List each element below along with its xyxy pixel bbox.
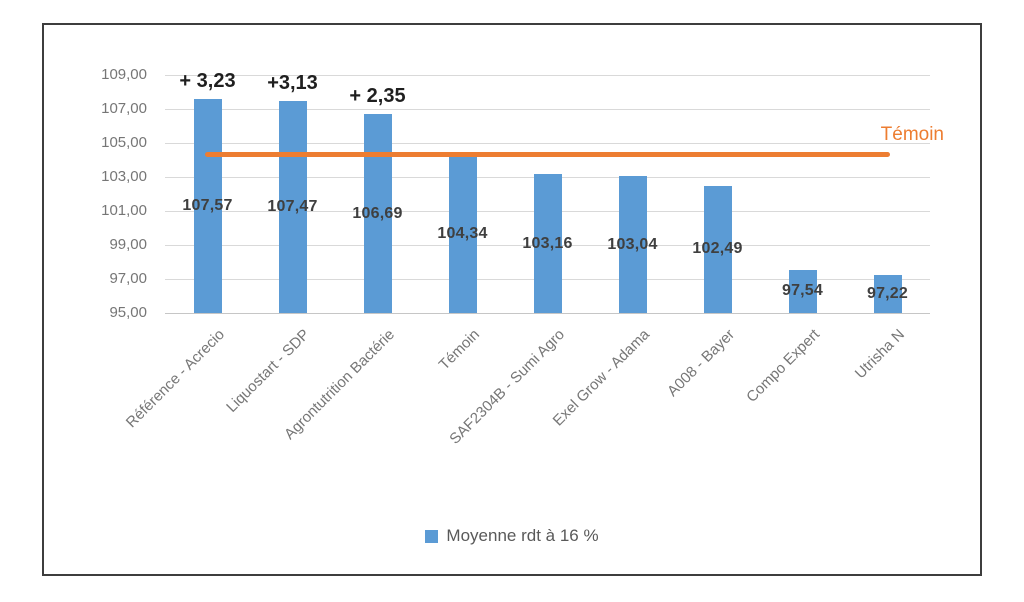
bar <box>873 275 902 313</box>
reference-line <box>205 151 890 157</box>
bar-value-label: 103,04 <box>607 235 658 253</box>
x-category-label: Compo Expert <box>742 326 823 406</box>
bar-annotation: +3,13 <box>267 72 318 94</box>
legend: Moyenne rdt à 16 % <box>44 527 980 545</box>
gridline <box>165 75 930 76</box>
bar-value-label: 102,49 <box>692 240 743 258</box>
bar <box>788 269 817 313</box>
x-category-label: Liquostart - SDP <box>222 326 313 416</box>
bar <box>363 114 392 313</box>
x-category-label: Agrontutrition Bactérie <box>280 326 398 443</box>
y-axis-tick-label: 97,00 <box>109 270 147 287</box>
bar-value-label: 97,22 <box>866 285 909 303</box>
y-axis-tick-label: 99,00 <box>109 236 147 253</box>
bar <box>278 101 307 313</box>
bar-value-label: 106,69 <box>352 204 403 222</box>
x-category-label: A008 - Bayer <box>663 326 738 400</box>
x-category-label: Exel Grow - Adama <box>549 326 653 430</box>
x-category-label: Référence - Acrecio <box>122 326 228 432</box>
bar-value-label: 104,34 <box>437 224 488 242</box>
bar <box>448 154 477 313</box>
y-axis-tick-label: 103,00 <box>101 168 147 185</box>
bar-annotation: + 3,23 <box>179 70 236 93</box>
legend-swatch-icon <box>425 529 439 543</box>
y-axis-tick-label: 107,00 <box>101 100 147 117</box>
bar-annotation: + 2,35 <box>349 85 406 108</box>
bar-value-label: 107,47 <box>267 198 318 215</box>
bar <box>618 176 647 313</box>
gridline <box>165 313 930 314</box>
y-axis-tick-label: 101,00 <box>101 202 147 219</box>
reference-line-label: Témoin <box>880 124 944 145</box>
y-axis-tick-label: 95,00 <box>109 304 147 321</box>
bar <box>533 174 562 313</box>
bar <box>703 185 732 313</box>
chart-frame: 109,00 107,00 105,00 103,00 101,00 99,00 97,00… <box>42 23 982 576</box>
x-category-label: Utrisha N <box>851 326 908 383</box>
bar-value-label: 107,57 <box>182 197 233 215</box>
x-category-label: Témoin <box>435 326 483 374</box>
bar <box>193 99 222 313</box>
legend-series-label: Moyenne rdt à 16 % <box>446 526 599 545</box>
bar-value-label: 97,54 <box>781 282 824 300</box>
y-axis-tick-label: 105,00 <box>101 134 147 151</box>
x-category-label: SAF2304B - Sumi Agro <box>445 326 568 448</box>
bar-value-label: 103,16 <box>522 234 573 252</box>
plot-area: 109,00 107,00 105,00 103,00 101,00 99,00 97,00… <box>44 25 980 574</box>
y-axis-tick-label: 109,00 <box>101 66 147 83</box>
gridline <box>165 109 930 110</box>
gridline <box>165 143 930 144</box>
